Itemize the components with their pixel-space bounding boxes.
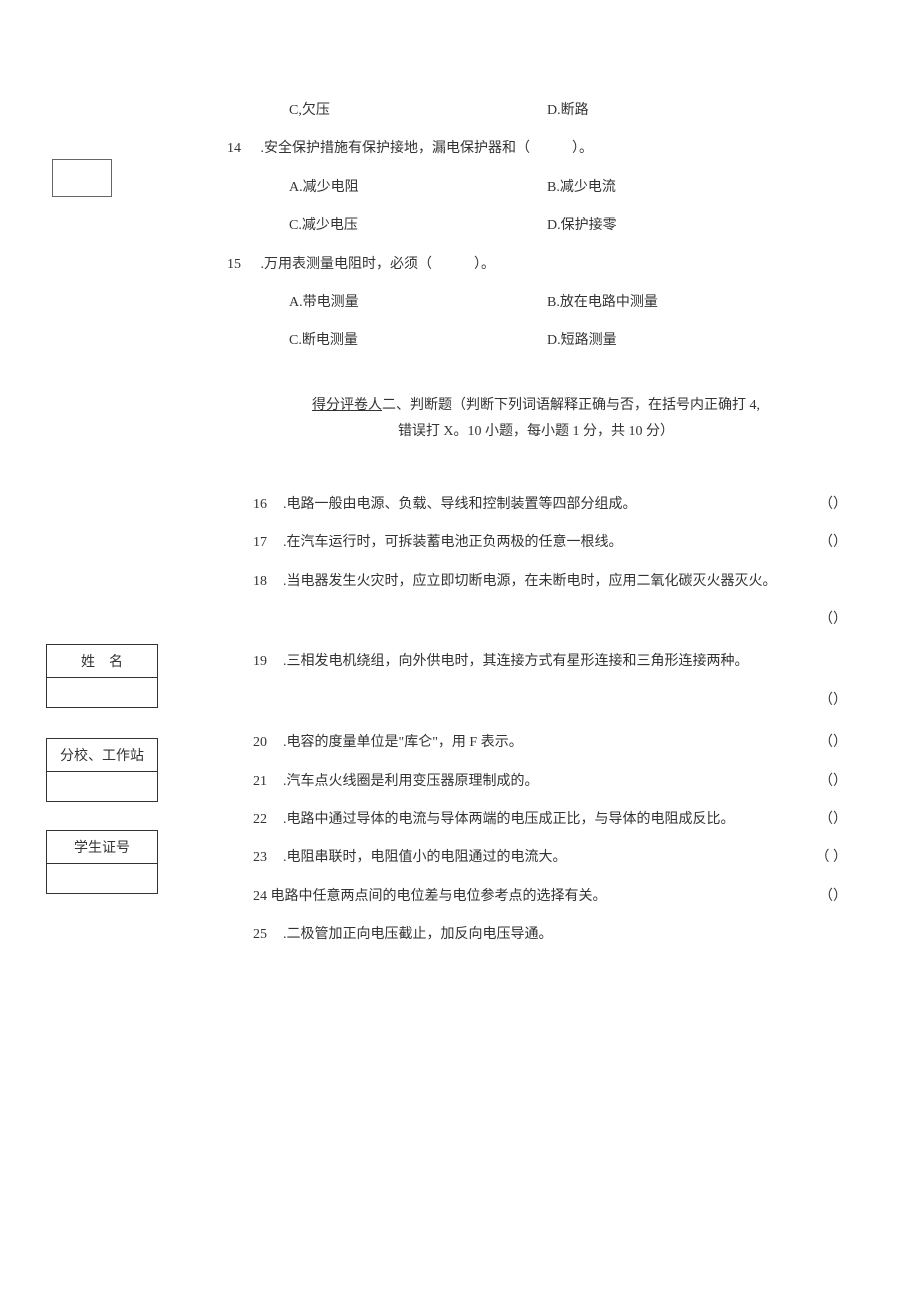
q13-option-c: C,欠压: [221, 100, 547, 122]
judge-mark: （）: [809, 732, 847, 754]
q14-text: .安全保护措施有保护接地，漏电保护器和（ ）。: [261, 141, 594, 156]
q14-stem: 14 .安全保护措施有保护接地，漏电保护器和（ ）。: [221, 138, 851, 160]
judge-mark: （）: [809, 886, 847, 908]
judge-row: 22.电路中通过导体的电流与导体两端的电压成正比，与导体的电阻成反比。（）: [221, 809, 851, 831]
judge-text: 23.电阻串联时，电阻值小的电阻通过的电流大。: [253, 847, 806, 869]
q13-option-d: D.断路: [547, 100, 827, 122]
judge-mark-standalone: （）: [221, 609, 851, 631]
judge-question: .当电器发生火灾时，应立即切断电源，在未断电时，应用二氧化碳灭火器灭火。: [283, 574, 777, 589]
q14-options-cd: C.减少电压 D.保护接零: [221, 215, 851, 237]
q15-options-ab: A.带电测量 B.放在电路中测量: [221, 292, 851, 314]
q15-option-c: C.断电测量: [221, 330, 547, 352]
judge-num: 20: [253, 732, 283, 754]
judge-text: 20.电容的度量单位是"库仑"，用 F 表示。: [253, 732, 809, 754]
judge-num: 25: [253, 924, 283, 946]
judge-mark: （）: [809, 809, 847, 831]
judge-question: .电阻串联时，电阻值小的电阻通过的电流大。: [283, 850, 567, 865]
judge-num: 22: [253, 809, 283, 831]
judge-text: 24 电路中任意两点间的电位差与电位参考点的选择有关。: [253, 886, 809, 908]
judge-question: .电路中通过导体的电流与导体两端的电压成正比，与导体的电阻成反比。: [283, 812, 735, 827]
q15-option-d: D.短路测量: [547, 330, 827, 352]
judge-question: .在汽车运行时，可拆装蓄电池正负两极的任意一根线。: [283, 535, 623, 550]
q14-option-d: D.保护接零: [547, 215, 827, 237]
judge-text: 21.汽车点火线圈是利用变压器原理制成的。: [253, 771, 809, 793]
judge-num: 19: [253, 651, 283, 673]
branch-input-cell[interactable]: [47, 772, 158, 802]
judge-row: 16.电路一般由电源、负载、导线和控制装置等四部分组成。（）: [221, 494, 851, 516]
section2-header: 得分评卷人二、判断题（判断下列词语解释正确与否，在括号内正确打 4, 错误打 X…: [221, 393, 851, 446]
q15-option-b: B.放在电路中测量: [547, 292, 827, 314]
judge-question: .二极管加正向电压截止，加反向电压导通。: [283, 927, 553, 942]
q14-options-ab: A.减少电阻 B.减少电流: [221, 177, 851, 199]
section2-title: 二、判断题（判断下列词语解释正确与否，在括号内正确打 4,: [382, 398, 760, 413]
section2-prefix: 得分评卷人: [312, 398, 382, 413]
judge-num: 18: [253, 571, 283, 593]
small-box: [52, 159, 112, 197]
q15-stem: 15 .万用表测量电阻时，必须（ ）。: [221, 254, 851, 276]
q15-text: .万用表测量电阻时，必须（ ）。: [261, 257, 496, 272]
judge-row: 20.电容的度量单位是"库仑"，用 F 表示。（）: [221, 732, 851, 754]
judge-mark-standalone: （）: [221, 690, 851, 712]
judge-text: 19.三相发电机绕组，向外供电时，其连接方式有星形连接和三角形连接两种。: [253, 651, 847, 673]
studentid-table: 学生证号: [46, 830, 158, 894]
judge-row: 23.电阻串联时，电阻值小的电阻通过的电流大。（ ）: [221, 847, 851, 869]
branch-label: 分校、工作站: [47, 739, 158, 772]
judge-mark: （ ）: [806, 847, 848, 869]
judge-row: 24 电路中任意两点间的电位差与电位参考点的选择有关。（）: [221, 886, 851, 908]
branch-table: 分校、工作站: [46, 738, 158, 802]
judge-row: 17.在汽车运行时，可拆装蓄电池正负两极的任意一根线。（）: [221, 532, 851, 554]
main-content: C,欠压 D.断路 14 .安全保护措施有保护接地，漏电保护器和（ ）。 A.减…: [221, 100, 851, 963]
q15-option-a: A.带电测量: [221, 292, 547, 314]
judge-text: 22.电路中通过导体的电流与导体两端的电压成正比，与导体的电阻成反比。: [253, 809, 809, 831]
judge-text: 25.二极管加正向电压截止，加反向电压导通。: [253, 924, 847, 946]
judge-row: 25.二极管加正向电压截止，加反向电压导通。: [221, 924, 851, 946]
judge-question: .电容的度量单位是"库仑"，用 F 表示。: [283, 735, 523, 750]
judge-text: 16.电路一般由电源、负载、导线和控制装置等四部分组成。: [253, 494, 809, 516]
q15-options-cd: C.断电测量 D.短路测量: [221, 330, 851, 352]
q14-num: 14: [227, 138, 257, 160]
judge-mark: （）: [809, 532, 847, 554]
q14-option-a: A.减少电阻: [221, 177, 547, 199]
judge-mark: （）: [809, 494, 847, 516]
studentid-input-cell[interactable]: [47, 864, 158, 894]
judge-row: 19.三相发电机绕组，向外供电时，其连接方式有星形连接和三角形连接两种。: [221, 651, 851, 673]
judge-text: 17.在汽车运行时，可拆装蓄电池正负两极的任意一根线。: [253, 532, 809, 554]
judge-row: 21.汽车点火线圈是利用变压器原理制成的。（）: [221, 771, 851, 793]
name-label: 姓 名: [47, 645, 158, 678]
name-input-cell[interactable]: [47, 678, 158, 708]
judge-num: 16: [253, 494, 283, 516]
judge-question: .汽车点火线圈是利用变压器原理制成的。: [283, 774, 539, 789]
judge-question: .三相发电机绕组，向外供电时，其连接方式有星形连接和三角形连接两种。: [283, 654, 749, 669]
judge-num: 17: [253, 532, 283, 554]
studentid-label: 学生证号: [47, 831, 158, 864]
judge-num: 21: [253, 771, 283, 793]
section2-subtitle: 错误打 X。10 小题，每小题 1 分，共 10 分）: [398, 424, 674, 439]
judge-text: 18.当电器发生火灾时，应立即切断电源，在未断电时，应用二氧化碳灭火器灭火。: [253, 571, 847, 593]
q15-num: 15: [227, 254, 257, 276]
judge-num: 23: [253, 847, 283, 869]
judge-mark: （）: [809, 771, 847, 793]
q13-options-cd: C,欠压 D.断路: [221, 100, 851, 122]
judge-question: .电路一般由电源、负载、导线和控制装置等四部分组成。: [283, 497, 637, 512]
q14-option-c: C.减少电压: [221, 215, 547, 237]
q14-option-b: B.减少电流: [547, 177, 827, 199]
judges-container: 16.电路一般由电源、负载、导线和控制装置等四部分组成。（）17.在汽车运行时，…: [221, 494, 851, 947]
name-table: 姓 名: [46, 644, 158, 708]
judge-row: 18.当电器发生火灾时，应立即切断电源，在未断电时，应用二氧化碳灭火器灭火。: [221, 571, 851, 593]
